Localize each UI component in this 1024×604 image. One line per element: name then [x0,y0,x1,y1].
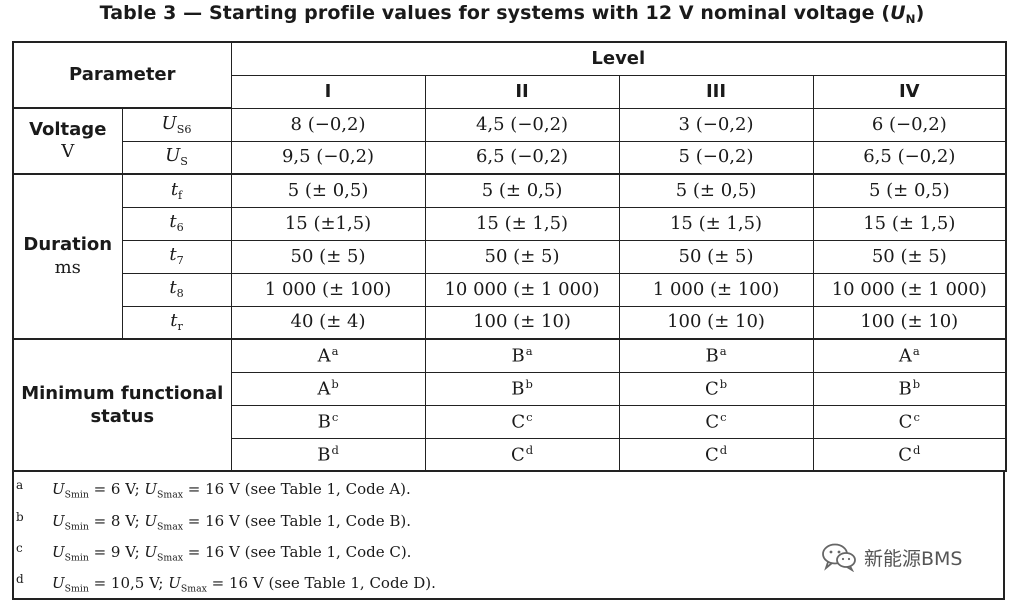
table-cell: 5 (± 0,5) [230,173,426,208]
table-cell: 1 000 (± 100) [230,272,426,307]
status-cell: Cd [618,437,814,472]
table-cell: 4,5 (−0,2) [424,107,620,142]
status-cell: Ab [230,371,426,406]
status-cell: Cc [424,404,620,439]
table-cell: 100 (± 10) [424,305,620,340]
status-cell: Bb [812,371,1007,406]
status-cell: Cc [812,404,1007,439]
table-cell: 15 (± 1,5) [812,206,1007,241]
status-cell: Cc [618,404,814,439]
table-cell: 6,5 (−0,2) [424,140,620,175]
level-header: Level [230,41,1007,76]
voltage-group-label: Voltage V [12,107,123,175]
parameter-header: Parameter [12,41,232,109]
wechat-icon [822,543,856,572]
table-cell: 50 (± 5) [618,239,814,274]
status-cell: Ba [618,338,814,373]
table-cell: 50 (± 5) [230,239,426,274]
watermark-text: 新能源BMS [864,547,963,570]
status-cell: Aa [230,338,426,373]
table-cell: 15 (± 1,5) [618,206,814,241]
table-cell: 15 (± 1,5) [424,206,620,241]
table-cell: 9,5 (−0,2) [230,140,426,175]
status-cell: Aa [812,338,1007,373]
symbol-tf: tf [121,173,232,208]
status-cell: Bc [230,404,426,439]
symbol-tr: tr [121,305,232,340]
status-cell: Bb [424,371,620,406]
status-cell: Cb [618,371,814,406]
footnotes: a USmin = 6 V; USmax = 16 V (see Table 1… [12,470,1005,600]
table-cell: 15 (±1,5) [230,206,426,241]
table-cell: 5 (± 0,5) [424,173,620,208]
watermark: 新能源BMS [820,541,963,573]
level-ii-header: II [424,74,620,109]
footnote-c: c USmin = 9 V; USmax = 16 V (see Table 1… [16,541,412,564]
symbol-t6: t6 [121,206,232,241]
table-cell: 6 (−0,2) [812,107,1007,142]
symbol-us: US [121,140,232,175]
status-cell: Bd [230,437,426,472]
status-cell: Cd [812,437,1007,472]
level-i-header: I [230,74,426,109]
table-cell: 100 (± 10) [618,305,814,340]
status-cell: Cd [424,437,620,472]
table-cell: 1 000 (± 100) [618,272,814,307]
level-iii-header: III [618,74,814,109]
table-cell: 100 (± 10) [812,305,1007,340]
table-cell: 5 (± 0,5) [618,173,814,208]
symbol-us6: US6 [121,107,232,142]
table-cell: 5 (−0,2) [618,140,814,175]
profile-table: Parameter Level I II III IV Voltage V US6… [12,41,1008,472]
table-cell: 8 (−0,2) [230,107,426,142]
table-cell: 40 (± 4) [230,305,426,340]
table-cell: 10 000 (± 1 000) [812,272,1007,307]
table-caption: Table 3 — Starting profile values for sy… [99,2,925,27]
status-cell: Ba [424,338,620,373]
table-cell: 10 000 (± 1 000) [424,272,620,307]
table-cell: 6,5 (−0,2) [812,140,1007,175]
footnote-a: a USmin = 6 V; USmax = 16 V (see Table 1… [16,478,411,501]
level-iv-header: IV [812,74,1007,109]
duration-group-label: Duration ms [12,173,123,340]
footnote-d: d USmin = 10,5 V; USmax = 16 V (see Tabl… [16,572,436,595]
symbol-t8: t8 [121,272,232,307]
table-cell: 50 (± 5) [812,239,1007,274]
status-group-label: Minimum functional status [12,338,232,472]
table-cell: 3 (−0,2) [618,107,814,142]
table-cell: 50 (± 5) [424,239,620,274]
footnote-b: b USmin = 8 V; USmax = 16 V (see Table 1… [16,510,411,533]
table-cell: 5 (± 0,5) [812,173,1007,208]
symbol-t7: t7 [121,239,232,274]
